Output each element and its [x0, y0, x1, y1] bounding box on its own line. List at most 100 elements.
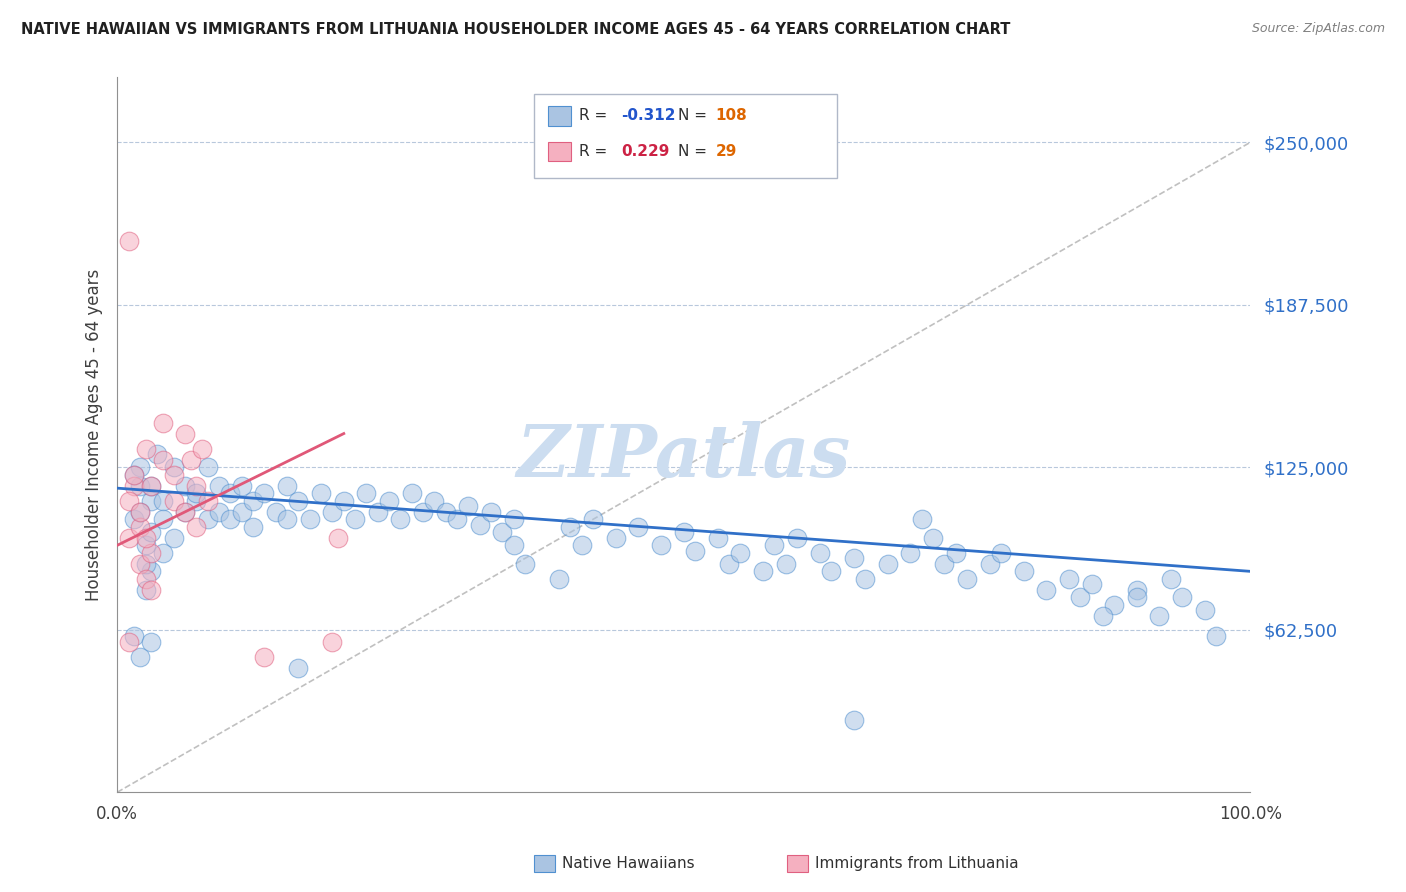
Point: [479, 504, 502, 518]
Point: [174, 504, 197, 518]
Point: [128, 650, 150, 665]
Point: [287, 494, 309, 508]
Point: [548, 572, 571, 586]
Text: N =: N =: [678, 109, 711, 123]
Point: [468, 517, 491, 532]
Point: [910, 512, 932, 526]
Point: [141, 546, 163, 560]
Point: [141, 494, 163, 508]
Point: [134, 442, 156, 457]
Point: [321, 634, 343, 648]
Point: [128, 460, 150, 475]
Text: ZIPatlas: ZIPatlas: [516, 421, 851, 491]
Point: [122, 468, 145, 483]
Point: [287, 660, 309, 674]
Point: [264, 504, 287, 518]
Point: [219, 486, 242, 500]
Point: [898, 546, 921, 560]
Point: [152, 512, 174, 526]
Point: [141, 634, 163, 648]
Point: [152, 494, 174, 508]
Point: [922, 531, 945, 545]
Point: [876, 557, 898, 571]
Point: [117, 531, 139, 545]
Point: [253, 650, 276, 665]
Point: [853, 572, 876, 586]
Point: [128, 504, 150, 518]
Point: [253, 486, 276, 500]
Point: [979, 557, 1001, 571]
Point: [128, 478, 150, 492]
Point: [605, 531, 627, 545]
Point: [152, 452, 174, 467]
Point: [560, 520, 582, 534]
Text: 29: 29: [716, 145, 737, 159]
Point: [808, 546, 831, 560]
Point: [117, 634, 139, 648]
Point: [146, 447, 169, 461]
Point: [231, 504, 253, 518]
Point: [1171, 591, 1194, 605]
Point: [134, 582, 156, 597]
Point: [122, 512, 145, 526]
Point: [163, 531, 186, 545]
Point: [730, 546, 752, 560]
Text: R =: R =: [579, 145, 613, 159]
Point: [446, 512, 468, 526]
Point: [502, 512, 524, 526]
Point: [842, 551, 865, 566]
Point: [389, 512, 412, 526]
Point: [141, 478, 163, 492]
Text: Immigrants from Lithuania: Immigrants from Lithuania: [815, 856, 1019, 871]
Point: [434, 504, 457, 518]
Point: [163, 494, 186, 508]
Point: [134, 531, 156, 545]
Point: [128, 520, 150, 534]
Text: -0.312: -0.312: [621, 109, 676, 123]
Point: [717, 557, 740, 571]
Point: [128, 504, 150, 518]
Point: [367, 504, 389, 518]
Point: [1205, 629, 1227, 643]
Point: [956, 572, 979, 586]
Point: [333, 494, 356, 508]
Point: [1149, 608, 1171, 623]
Point: [242, 520, 264, 534]
Point: [763, 538, 786, 552]
Point: [582, 512, 605, 526]
Point: [412, 504, 434, 518]
Point: [122, 629, 145, 643]
Text: N =: N =: [678, 145, 711, 159]
Text: NATIVE HAWAIIAN VS IMMIGRANTS FROM LITHUANIA HOUSEHOLDER INCOME AGES 45 - 64 YEA: NATIVE HAWAIIAN VS IMMIGRANTS FROM LITHU…: [21, 22, 1011, 37]
Text: R =: R =: [579, 109, 613, 123]
Point: [775, 557, 797, 571]
Point: [1160, 572, 1182, 586]
Point: [186, 478, 208, 492]
Point: [457, 500, 479, 514]
Point: [820, 565, 842, 579]
Text: 0.229: 0.229: [621, 145, 669, 159]
Point: [191, 442, 214, 457]
Point: [134, 572, 156, 586]
Point: [197, 494, 219, 508]
Point: [491, 525, 513, 540]
Point: [752, 565, 775, 579]
Text: 108: 108: [716, 109, 748, 123]
Point: [842, 713, 865, 727]
Point: [990, 546, 1012, 560]
Point: [219, 512, 242, 526]
Point: [141, 478, 163, 492]
Point: [186, 486, 208, 500]
Point: [650, 538, 672, 552]
Point: [141, 565, 163, 579]
Point: [326, 531, 349, 545]
Y-axis label: Householder Income Ages 45 - 64 years: Householder Income Ages 45 - 64 years: [86, 268, 103, 601]
Point: [1194, 603, 1216, 617]
Point: [1057, 572, 1080, 586]
Point: [945, 546, 967, 560]
Point: [502, 538, 524, 552]
Point: [186, 494, 208, 508]
Point: [513, 557, 536, 571]
Point: [122, 468, 145, 483]
Point: [141, 525, 163, 540]
